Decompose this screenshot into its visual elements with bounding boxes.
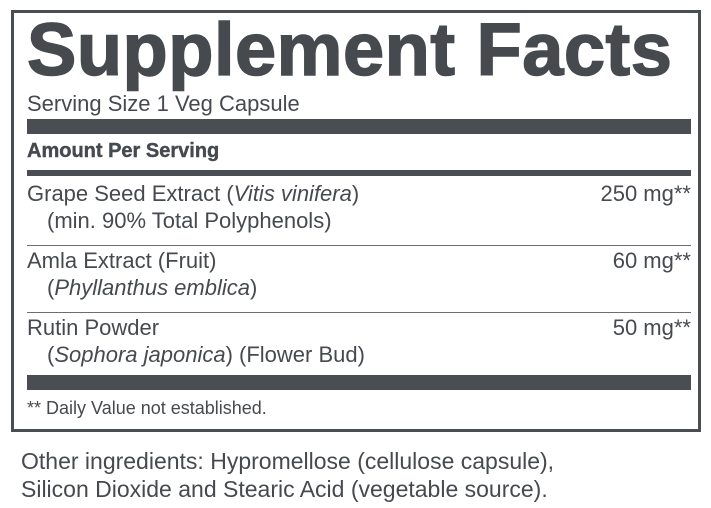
detail-text: ( (47, 275, 55, 300)
ingredient-name: Grape Seed Extract ( (27, 181, 234, 206)
detail-text: ( (47, 342, 55, 367)
other-ingredients-line-2: Silicon Dioxide and Stearic Acid (vegeta… (21, 476, 548, 502)
ingredient-name: Amla Extract (Fruit) (27, 248, 217, 273)
thick-divider (27, 119, 691, 134)
ingredient-latin-name: Phyllanthus emblica (54, 275, 250, 300)
ingredient-row: Grape Seed Extract (Vitis vinifera) (min… (27, 179, 691, 246)
thick-divider (27, 375, 691, 390)
ingredient-amount: 250 mg** (600, 181, 691, 206)
ingredient-amount: 60 mg** (612, 248, 691, 273)
ingredient-row: Rutin Powder (Sophora japonica) (Flower … (27, 313, 691, 379)
ingredient-detail: (Sophora japonica) (Flower Bud) (47, 342, 365, 368)
serving-size: Serving Size 1 Veg Capsule (27, 91, 300, 116)
ingredient-latin-name: Sophora japonica (54, 342, 226, 367)
detail-text: ) (250, 275, 258, 300)
footnote: ** Daily Value not established. (27, 398, 267, 418)
detail-text: (min. 90% Total Polyphenols) (47, 208, 332, 233)
ingredient-name: Rutin Powder (27, 315, 160, 340)
supplement-facts-panel: Supplement Facts Serving Size 1 Veg Caps… (11, 7, 701, 432)
medium-divider (27, 170, 691, 176)
detail-text: ) (Flower Bud) (225, 342, 365, 367)
amount-per-serving-header: Amount Per Serving (27, 140, 220, 162)
ingredient-amount: 50 mg** (612, 315, 691, 340)
ingredient-name-end: ) (351, 181, 360, 206)
ingredient-detail: (Phyllanthus emblica) (47, 275, 257, 301)
ingredient-detail: (min. 90% Total Polyphenols) (47, 208, 332, 234)
ingredient-row: Amla Extract (Fruit) (Phyllanthus emblic… (27, 246, 691, 313)
ingredient-latin-name: Vitis vinifera (233, 181, 352, 206)
panel-title: Supplement Facts (26, 7, 673, 92)
other-ingredients-line-1: Other ingredients: Hypromellose (cellulo… (21, 448, 555, 474)
